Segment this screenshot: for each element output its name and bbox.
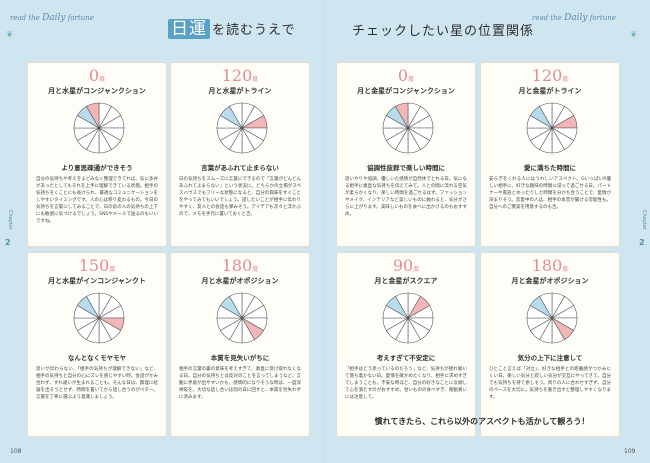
degree-value: 150 — [78, 256, 110, 275]
card-body-text: 思いやりや協調、優しいた感情が自然体でとれる日。気になる相手に素直な気持ちを伝え… — [345, 177, 467, 217]
aspect-name: 月と水星がトライン — [208, 87, 272, 95]
wheel-sector — [395, 292, 409, 320]
page-title-left: 日運 を読むうえで — [168, 14, 296, 39]
keyword-heading: なんとなくモヤモヤ — [67, 354, 127, 362]
footer-tip: 慣れてきたら、これら以外のアスペクトも活かして観ろう！ — [374, 417, 590, 426]
degree-value: 0 — [397, 66, 409, 85]
degree-unit: 度 — [252, 76, 259, 83]
aspect-name: 月と水星がコンジャンクション — [48, 87, 146, 95]
degree-label: 150度 — [28, 256, 166, 275]
zodiac-wheel-icon — [526, 102, 578, 154]
degree-unit: 度 — [562, 76, 569, 83]
aspect-card: 180度月と金星がオポジション 気分の上下に注意してひとこと言えば「対立」、好きな… — [480, 252, 620, 437]
wheel-sector — [395, 102, 409, 130]
degree-label: 0度 — [337, 66, 475, 85]
zodiac-wheel-icon — [216, 102, 268, 154]
zodiac-wheel-icon — [216, 292, 268, 344]
wheel-sector — [86, 292, 100, 320]
running-head-left: read the Daily fortune — [10, 13, 94, 23]
aspect-card: 90度月と金星がスクエア 考えすぎて不安定に「相手はどう思っているのだろう」など、… — [336, 252, 476, 437]
zodiac-wheel-icon — [73, 102, 125, 154]
degree-unit: 度 — [109, 266, 116, 273]
keyword-heading: 気分の上下に注意して — [517, 354, 583, 362]
degree-unit: 度 — [408, 76, 415, 83]
card-body-text: 思いが伝わらない、「相手の気持ちが理解できない」など、相手の気持ちと自分の心にズ… — [36, 367, 158, 400]
degree-label: 120度 — [171, 66, 309, 85]
degree-value: 120 — [221, 66, 253, 85]
book-spine — [324, 0, 326, 463]
page-title-right: チェックしたい星の位置関係 — [352, 24, 535, 39]
leaf-ornament-icon: ❦ — [6, 30, 14, 40]
page-number-left: 108 — [10, 448, 22, 455]
aspect-card: 0度月と金星がコンジャンクション 協調性抜群で楽しい時間に思いやりや協調、優しいた… — [336, 62, 476, 247]
degree-unit: 度 — [562, 266, 569, 273]
leaf-ornament-icon: ❦ — [630, 30, 638, 40]
card-body-text: ひとこと言えば「対立」、好きな相手との距離感がつかみにくい日。楽しい気分と寂しい… — [489, 367, 611, 400]
chapter-label-left: Chapter — [7, 210, 13, 230]
aspect-name: 月と金星がスクエア — [374, 277, 438, 285]
aspect-name: 月と水星がインコンジャンクト — [48, 277, 146, 285]
title-highlight: 日運 — [168, 19, 210, 39]
aspect-name: 月と金星がオポジション — [511, 277, 589, 285]
degree-unit: 度 — [413, 266, 420, 273]
zodiac-wheel-icon — [382, 292, 434, 344]
aspect-name: 月と金星がコンジャンクション — [357, 87, 455, 95]
aspect-card: 180度月と水星がオポジション 本質を見失いがちに相手の言葉の裏の意味を考えすぎて… — [170, 252, 310, 437]
keyword-heading: 言葉があふれて止まらない — [201, 164, 279, 172]
chapter-number-right: 2 — [639, 238, 645, 247]
zodiac-wheel-icon — [526, 292, 578, 344]
aspect-name: 月と金星がトライン — [518, 87, 582, 95]
card-body-text: 相手の言葉の裏の意味を考えすぎて、素直に受け取れなくなる日。自分の気持ちとは反対… — [179, 367, 301, 400]
aspect-card: 120度月と金星がトライン 愛に満ちた時間に安らぎをくれる人にはうれしいアスペクト… — [480, 62, 620, 247]
degree-value: 90 — [392, 256, 414, 275]
chapter-label-right: Chapter — [641, 210, 647, 230]
wheel-sector — [86, 102, 100, 130]
wheel-sector — [229, 292, 243, 320]
degree-value: 180 — [221, 256, 253, 275]
aspect-card: 120度月と水星がトライン 言葉があふれて止まらない日の気持ちをスムーズに言葉にで… — [170, 62, 310, 247]
chapter-number-left: 2 — [5, 238, 11, 247]
wheel-sector — [539, 102, 553, 130]
keyword-heading: より意思疎通ができそう — [61, 164, 133, 172]
keyword-heading: 協調性抜群で楽しい時間に — [367, 164, 445, 172]
card-body-text: 「相手はどう思っているのだろう」など、気持ちが揺れ動いて落ち着かない日。愛情を確… — [345, 367, 467, 400]
degree-value: 0 — [88, 66, 100, 85]
running-head-right: read the Daily fortune — [532, 13, 616, 23]
zodiac-wheel-icon — [73, 292, 125, 344]
keyword-heading: 本質を見失いがちに — [210, 354, 270, 362]
degree-label: 90度 — [337, 256, 475, 275]
page-number-right: 109 — [624, 448, 636, 455]
degree-label: 0度 — [28, 66, 166, 85]
degree-unit: 度 — [99, 76, 106, 83]
degree-value: 180 — [531, 256, 563, 275]
degree-label: 180度 — [171, 256, 309, 275]
aspect-card: 150度月と水星がインコンジャンクト なんとなくモヤモヤ思いが伝わらない、「相手の… — [27, 252, 167, 437]
keyword-heading: 愛に満ちた時間に — [524, 164, 576, 172]
degree-label: 120度 — [481, 66, 619, 85]
card-body-text: 日の気持ちをスムーズに言葉にできるので「言葉がどんどんあふれてよまらない」という… — [179, 177, 301, 217]
aspect-card: 0度月と水星がコンジャンクション より意思疎通ができそう自分の気持ちや考えをよどみ… — [27, 62, 167, 247]
card-body-text: 安らぎをくれる人にはうれしいアスペクト。GいっぱいR優しい相手に、好きな趣味の時… — [489, 177, 611, 210]
keyword-heading: 考えすぎて不安定に — [376, 354, 436, 362]
card-body-text: 自分の気持ちや考えをよどみなく整理できてれば、気に多弁があったとしてもそれを上手… — [36, 177, 158, 224]
degree-unit: 度 — [252, 266, 259, 273]
wheel-sector — [539, 292, 553, 320]
degree-label: 180度 — [481, 256, 619, 275]
zodiac-wheel-icon — [382, 102, 434, 154]
wheel-sector — [229, 102, 243, 130]
degree-value: 120 — [531, 66, 563, 85]
aspect-name: 月と水星がオポジション — [201, 277, 279, 285]
